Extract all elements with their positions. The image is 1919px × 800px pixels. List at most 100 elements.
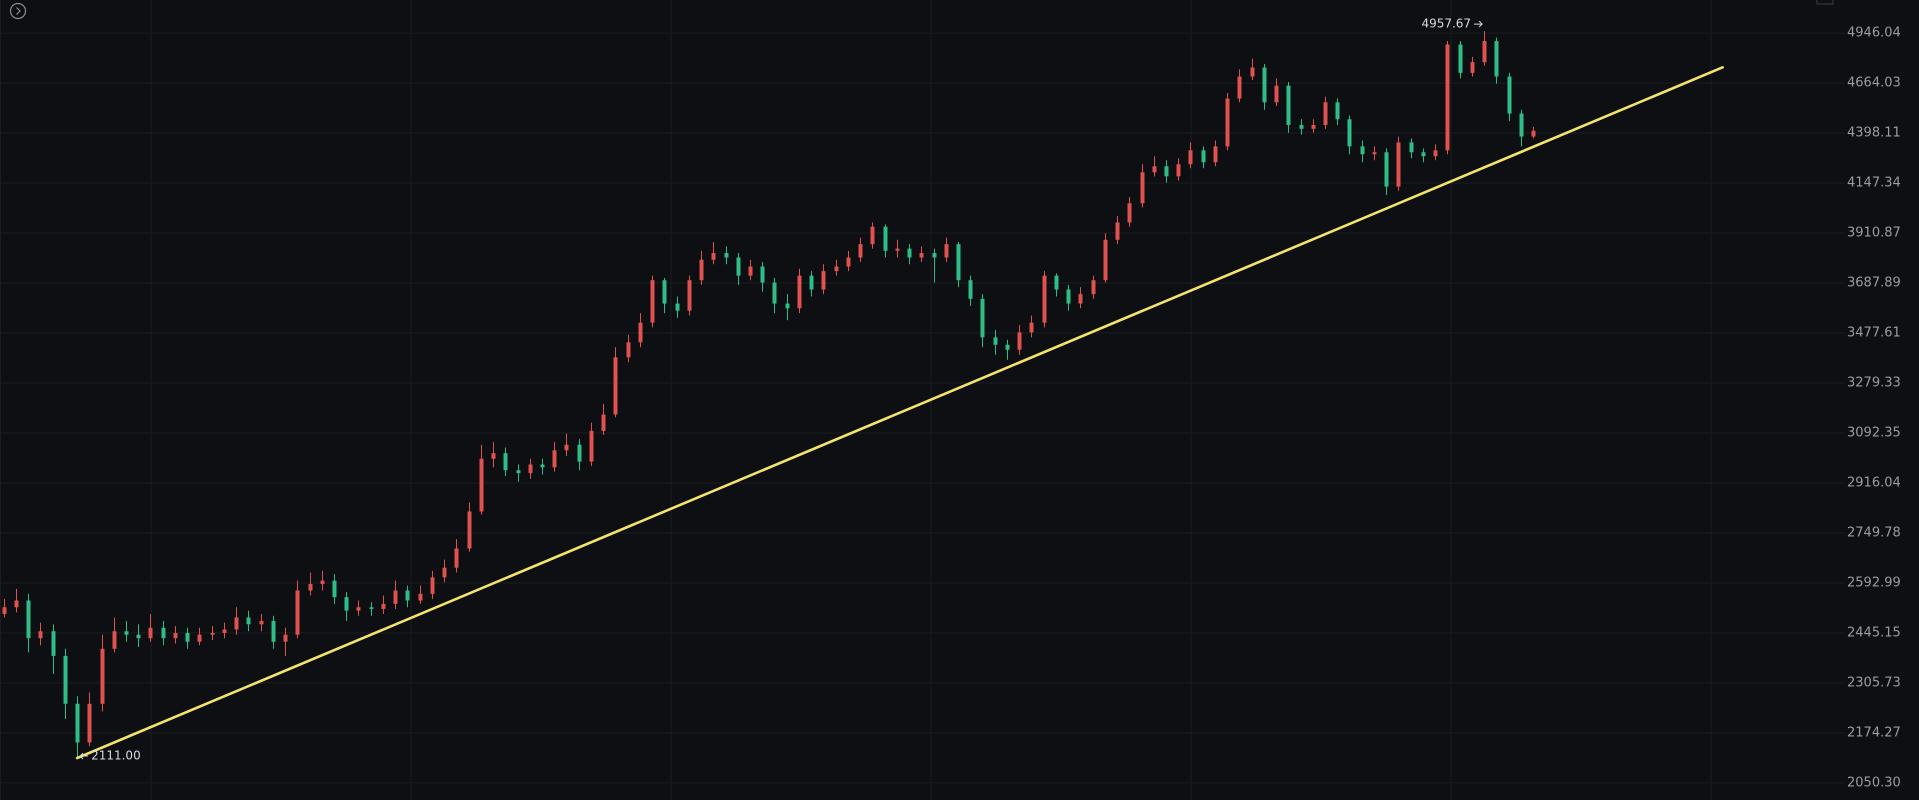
candle-body bbox=[785, 303, 790, 309]
expand-icon[interactable] bbox=[9, 2, 27, 20]
candle-body bbox=[1225, 98, 1230, 147]
candle-body bbox=[1421, 152, 1426, 157]
y-tick-label: 4946.04 bbox=[1847, 26, 1901, 41]
y-tick-label: 3092.35 bbox=[1847, 425, 1901, 440]
candle-body bbox=[356, 607, 361, 611]
candle-body bbox=[834, 266, 839, 272]
y-tick-label: 3279.33 bbox=[1847, 375, 1901, 390]
candle-body bbox=[1188, 150, 1193, 165]
candle-body bbox=[234, 617, 239, 630]
candle-body bbox=[1347, 119, 1352, 147]
candle-body bbox=[1054, 275, 1059, 290]
candle-body bbox=[748, 266, 753, 276]
candle-body bbox=[1445, 44, 1450, 151]
y-tick-label: 2916.04 bbox=[1847, 475, 1901, 490]
candle-body bbox=[393, 590, 398, 604]
candle-body bbox=[185, 632, 190, 642]
y-tick-label: 4664.03 bbox=[1847, 76, 1901, 91]
candle-body bbox=[210, 632, 215, 635]
candle-body bbox=[148, 627, 153, 639]
candle-body bbox=[1017, 332, 1022, 350]
candle-body bbox=[38, 631, 43, 639]
candle-body bbox=[1176, 164, 1181, 177]
y-tick-label: 3687.89 bbox=[1847, 276, 1901, 291]
candle-body bbox=[14, 600, 19, 608]
candle-body bbox=[320, 580, 325, 584]
corner-button[interactable] bbox=[1816, 0, 1834, 5]
candle-body bbox=[295, 590, 300, 635]
candle-body bbox=[1213, 146, 1218, 163]
candle-body bbox=[638, 322, 643, 343]
candle-body bbox=[1091, 280, 1096, 295]
candle-body bbox=[846, 257, 851, 267]
high-label: 4957.67 bbox=[1421, 17, 1471, 31]
candle-body bbox=[1360, 146, 1365, 155]
candle-body bbox=[2, 607, 7, 615]
candle-body bbox=[1286, 85, 1291, 125]
candle-body bbox=[1066, 289, 1071, 304]
candle-body bbox=[1237, 76, 1242, 99]
candle-body bbox=[1152, 166, 1157, 173]
candle-body bbox=[1458, 44, 1463, 73]
candle-body bbox=[821, 271, 826, 290]
candle-body bbox=[968, 280, 973, 299]
y-tick-label: 2749.78 bbox=[1847, 525, 1901, 540]
candle-body bbox=[858, 244, 863, 258]
expand-arrow bbox=[16, 7, 21, 15]
candle-body bbox=[1409, 142, 1414, 153]
candle-body bbox=[564, 444, 569, 451]
candle-body bbox=[883, 226, 888, 251]
candle-body bbox=[809, 275, 814, 290]
candle-body bbox=[601, 414, 606, 431]
candle-body bbox=[1531, 130, 1536, 137]
candle-body bbox=[736, 257, 741, 276]
candle-body bbox=[699, 259, 704, 281]
candle-body bbox=[907, 248, 912, 258]
candle-body bbox=[919, 253, 924, 258]
candle-body bbox=[662, 280, 667, 304]
candle-body bbox=[136, 634, 141, 639]
candle-body bbox=[63, 655, 68, 704]
candle-body bbox=[1115, 222, 1120, 240]
candle-body bbox=[491, 453, 496, 459]
candle-body bbox=[1250, 67, 1255, 77]
candle-body bbox=[1042, 275, 1047, 323]
candle-body bbox=[124, 631, 129, 635]
candle-body bbox=[369, 607, 374, 609]
candle-body bbox=[760, 266, 765, 283]
candle-body bbox=[1274, 85, 1279, 103]
candle-body bbox=[454, 548, 459, 568]
expand-button[interactable] bbox=[9, 2, 27, 20]
trend-line bbox=[75, 66, 1724, 760]
candle-body bbox=[1311, 124, 1316, 129]
candle-body bbox=[1470, 62, 1475, 73]
high-arrow bbox=[1474, 20, 1483, 28]
candle-body bbox=[87, 703, 92, 743]
candle-body bbox=[1519, 113, 1524, 137]
candle-body bbox=[503, 453, 508, 471]
candle-body bbox=[797, 275, 802, 309]
candle-body bbox=[993, 337, 998, 345]
candle-body bbox=[112, 631, 117, 649]
candle-body bbox=[283, 634, 288, 642]
candle-body bbox=[430, 577, 435, 594]
candle-body bbox=[259, 620, 264, 625]
candle-body bbox=[613, 357, 618, 415]
candle-body bbox=[516, 470, 521, 474]
candle-body bbox=[1164, 166, 1169, 177]
candle-body bbox=[687, 280, 692, 311]
candles bbox=[2, 31, 1536, 759]
candle-body bbox=[1494, 41, 1499, 77]
candle-body bbox=[1299, 124, 1304, 129]
candle-body bbox=[1078, 294, 1083, 304]
candle-body bbox=[100, 648, 105, 704]
candle-body bbox=[552, 450, 557, 468]
candle-body bbox=[1335, 102, 1340, 120]
candle-body bbox=[308, 583, 313, 591]
candle-body bbox=[870, 226, 875, 245]
candle-body bbox=[1127, 203, 1132, 223]
candle-body bbox=[271, 620, 276, 642]
candle-body bbox=[222, 629, 227, 633]
candle-body bbox=[1482, 41, 1487, 63]
